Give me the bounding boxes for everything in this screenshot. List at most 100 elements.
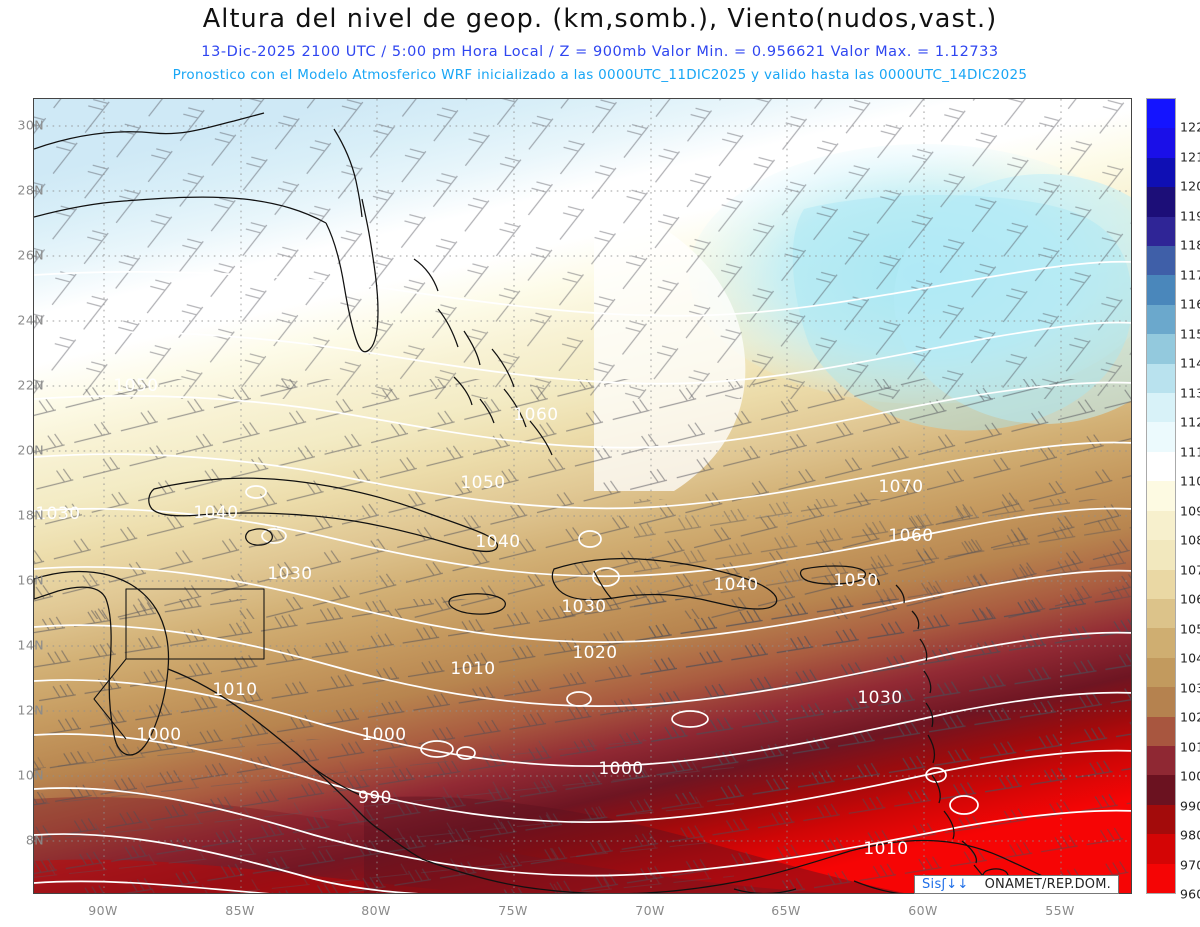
contour-label: 1040 bbox=[193, 503, 238, 523]
colorbar-label: 1220 bbox=[1180, 119, 1200, 135]
y-tick-label: 8N bbox=[25, 832, 44, 848]
x-tick-label: 60W bbox=[908, 903, 938, 918]
colorbar-label: 1210 bbox=[1180, 149, 1200, 165]
y-tick-label: 24N bbox=[17, 312, 44, 328]
colorbar-tick-labels: 1220 1210 1200 1190 1180 1170 1160 1150 1140 1130… bbox=[1180, 98, 1200, 902]
colorbar-label: 1150 bbox=[1180, 326, 1200, 342]
colorbar-label: 1050 bbox=[1180, 621, 1200, 637]
contour-label: 1030 bbox=[561, 597, 606, 617]
colorbar-label: 1190 bbox=[1180, 208, 1200, 224]
colorbar-label: 1140 bbox=[1180, 355, 1200, 371]
colorbar-swatch bbox=[1147, 540, 1175, 570]
colorbar-label: 960 bbox=[1180, 886, 1200, 902]
colorbar-label: 990 bbox=[1180, 798, 1200, 814]
chart-subtitle-primary: 13-Dic-2025 2100 UTC / 5:00 pm Hora Loca… bbox=[201, 44, 999, 60]
contour-label: 1010 bbox=[863, 839, 908, 859]
y-tick-label: 18N bbox=[17, 507, 44, 523]
geopotential-contour-lines bbox=[34, 260, 1131, 893]
x-tick-label: 70W bbox=[635, 903, 665, 918]
contour-label: 1030 bbox=[35, 504, 80, 524]
colorbar-label: 1120 bbox=[1180, 414, 1200, 430]
colorbar-label: 1200 bbox=[1180, 178, 1200, 194]
contour-label: 1060 bbox=[888, 526, 933, 546]
contour-label: 1010 bbox=[450, 659, 495, 679]
sismet-logo: Sisʃ↓↓ bbox=[922, 877, 969, 892]
contour-label: 1050 bbox=[833, 571, 878, 591]
colorbar-swatch bbox=[1147, 687, 1175, 717]
colorbar-swatch bbox=[1147, 481, 1175, 511]
colorbar-swatch bbox=[1147, 628, 1175, 658]
colorbar-swatch bbox=[1147, 775, 1175, 805]
colorbar-swatch bbox=[1147, 569, 1175, 599]
colorbar-label: 1060 bbox=[1180, 591, 1200, 607]
colorbar-swatch bbox=[1147, 834, 1175, 864]
colorbar-swatch bbox=[1147, 99, 1175, 129]
contour-label: 1010 bbox=[212, 680, 257, 700]
contour-label: 1000 bbox=[361, 725, 406, 745]
y-tick-label: 30N bbox=[17, 117, 44, 133]
x-tick-label: 55W bbox=[1045, 903, 1075, 918]
contour-label: 1030 bbox=[267, 564, 312, 584]
colorbar-swatch bbox=[1147, 363, 1175, 394]
colorbar-swatch bbox=[1147, 128, 1175, 158]
colorbar-swatch bbox=[1147, 187, 1175, 217]
contour-label: 990 bbox=[358, 788, 392, 808]
wind-barbs-overlay bbox=[34, 99, 1131, 893]
colorbar-label: 1100 bbox=[1180, 473, 1200, 489]
x-tick-label: 80W bbox=[361, 903, 391, 918]
x-tick-label: 90W bbox=[88, 903, 118, 918]
x-tick-label: 65W bbox=[771, 903, 801, 918]
x-tick-label: 85W bbox=[225, 903, 255, 918]
y-tick-label: 20N bbox=[17, 442, 44, 458]
chart-header: Altura del nivel de geop. (km,somb.), Vi… bbox=[0, 0, 1200, 94]
contour-label: 1070 bbox=[878, 477, 923, 497]
page-title: Altura del nivel de geop. (km,somb.), Vi… bbox=[202, 4, 998, 34]
colorbar-swatch bbox=[1147, 657, 1175, 688]
colorbar-label: 1020 bbox=[1180, 709, 1200, 725]
chart-subtitle-model-info: Pronostico con el Modelo Atmosferico WRF… bbox=[172, 67, 1028, 83]
colorbar-swatch bbox=[1147, 216, 1175, 247]
colorbar-swatch bbox=[1147, 246, 1175, 276]
y-tick-label: 16N bbox=[17, 572, 44, 588]
contour-label: 1000 bbox=[598, 759, 643, 779]
colorbar-label: 980 bbox=[1180, 827, 1200, 843]
organization-label: ONAMET/REP.DOM. bbox=[984, 877, 1111, 892]
colorbar-swatch bbox=[1147, 598, 1175, 629]
contour-label: 1050 bbox=[113, 376, 158, 396]
y-tick-label: 14N bbox=[17, 637, 44, 653]
colorbar-label: 1170 bbox=[1180, 267, 1200, 283]
colorbar-label: 1160 bbox=[1180, 296, 1200, 312]
colorbar-label: 1010 bbox=[1180, 739, 1200, 755]
y-tick-label: 10N bbox=[17, 767, 44, 783]
x-tick-label: 75W bbox=[498, 903, 528, 918]
colorbar-swatch bbox=[1147, 510, 1175, 541]
attribution-box: Sisʃ↓↓ ONAMET/REP.DOM. bbox=[914, 875, 1119, 894]
colorbar-swatch bbox=[1147, 804, 1175, 835]
contour-label: 1040 bbox=[475, 532, 520, 552]
colorbar-label: 1090 bbox=[1180, 503, 1200, 519]
contour-value-labels: 1050 1060 1030 1040 1050 1070 1030 1040 1060 1040… bbox=[35, 376, 933, 859]
colorbar-swatch bbox=[1147, 863, 1175, 893]
map-plot-area[interactable]: 1050 1060 1030 1040 1050 1070 1030 1040 1060 1040… bbox=[33, 98, 1132, 894]
y-tick-label: 12N bbox=[17, 702, 44, 718]
colorbar-swatch bbox=[1147, 334, 1175, 364]
coastline-boundaries bbox=[34, 112, 1102, 893]
contour-label: 1020 bbox=[572, 643, 617, 663]
y-tick-label: 22N bbox=[17, 377, 44, 393]
colorbar-label: 1080 bbox=[1180, 532, 1200, 548]
y-tick-label: 26N bbox=[17, 247, 44, 263]
colorbar-swatch bbox=[1147, 716, 1175, 746]
contour-map-svg: 1050 1060 1030 1040 1050 1070 1030 1040 1060 1040… bbox=[34, 99, 1131, 893]
colorbar-legend[interactable] bbox=[1146, 98, 1176, 894]
contour-label: 1000 bbox=[136, 725, 181, 745]
colorbar-swatch bbox=[1147, 275, 1175, 305]
colorbar-label: 970 bbox=[1180, 857, 1200, 873]
colorbar-label: 1130 bbox=[1180, 385, 1200, 401]
contour-label: 1060 bbox=[513, 405, 558, 425]
colorbar-label: 1000 bbox=[1180, 768, 1200, 784]
colorbar-label: 1070 bbox=[1180, 562, 1200, 578]
colorbar-label: 1040 bbox=[1180, 650, 1200, 666]
colorbar-label: 1030 bbox=[1180, 680, 1200, 696]
